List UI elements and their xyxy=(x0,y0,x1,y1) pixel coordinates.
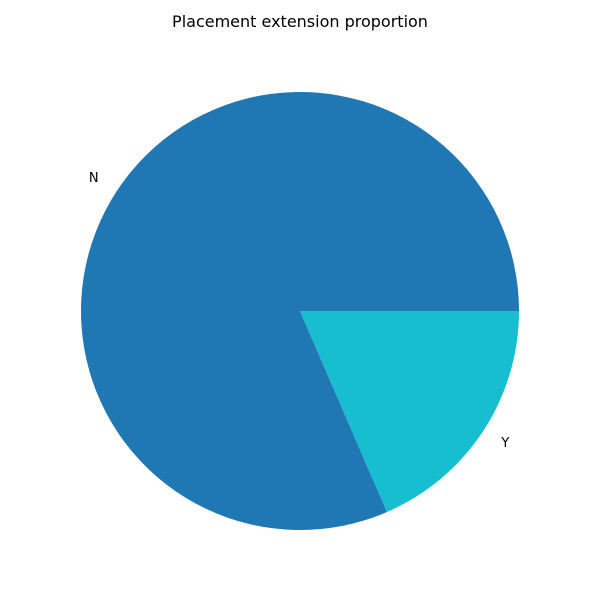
pie-labels: NY xyxy=(89,171,509,451)
chart-title: Placement extension proportion xyxy=(172,12,428,31)
pie-label-y: Y xyxy=(500,436,509,451)
pie-slices xyxy=(81,91,519,531)
pie-slice-y xyxy=(300,311,519,512)
pie-label-n: N xyxy=(89,171,99,186)
